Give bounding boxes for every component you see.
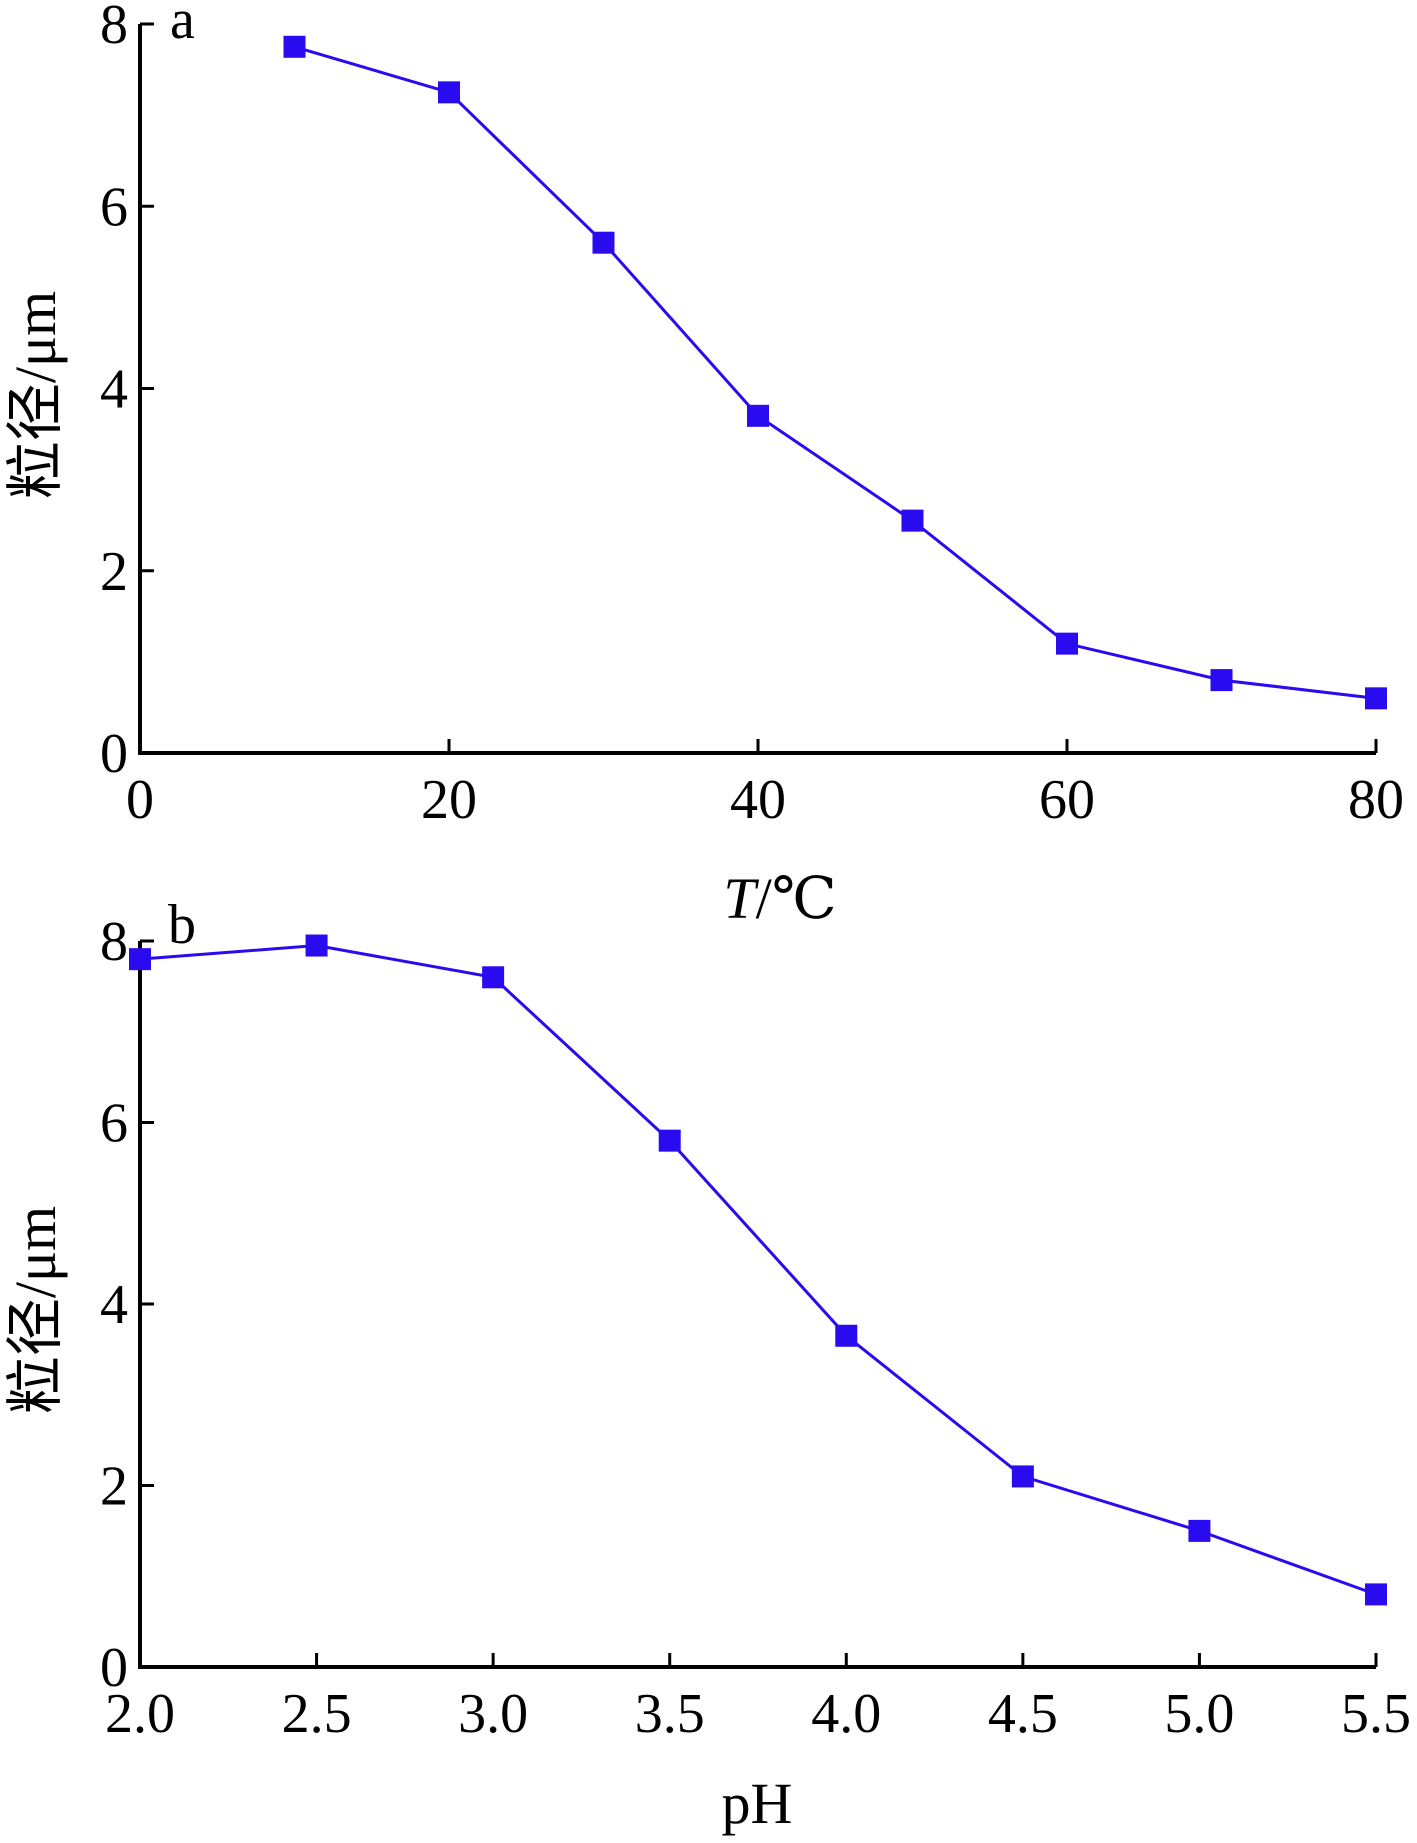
data-point-a	[747, 404, 769, 427]
x-tick-label-a: 60	[1039, 769, 1095, 831]
data-point-b	[835, 1324, 858, 1347]
chart-panel-b: b pH 粒径/μm 2.0 2.5 3.0 3.5 4.0 4.5 5.0 5.5 0 2 4 6 8	[3, 894, 1411, 1836]
data-point-b	[482, 966, 505, 989]
data-point-b	[305, 934, 328, 957]
y-tick-label-a: 4	[100, 359, 128, 421]
data-point-a	[1365, 687, 1387, 710]
series-line-b	[139, 944, 1377, 1596]
data-point-b	[1365, 1583, 1387, 1606]
x-tick-label-b: 2.0	[105, 1683, 175, 1745]
x-tick-label-b: 4.5	[988, 1683, 1058, 1745]
y-axis-title-b: 粒径/μm	[3, 1206, 68, 1414]
panel-label-a: a	[170, 0, 195, 51]
data-point-a	[1210, 669, 1233, 692]
data-point-b	[1011, 1465, 1034, 1488]
data-point-a	[438, 81, 460, 104]
data-point-a	[283, 35, 306, 58]
x-tick-label-b: 4.0	[811, 1683, 881, 1745]
y-tick-label-b: 2	[100, 1456, 128, 1518]
y-tick-label-a: 8	[100, 0, 128, 56]
chart-panel-a: a T/℃ 粒径/μm 0 20 40 60 80 0 2 4 6 8	[3, 0, 1404, 931]
series-line-a	[294, 45, 1377, 700]
x-tick-label-b: 3.5	[635, 1683, 705, 1745]
data-point-b	[658, 1129, 681, 1152]
y-tick-label-b: 4	[100, 1274, 128, 1336]
y-tick-label-a: 6	[100, 176, 128, 238]
x-axis-title-b: pH	[722, 1771, 793, 1836]
x-tick-label-a: 20	[421, 769, 477, 831]
y-axis-title-a: 粒径/μm	[3, 291, 68, 499]
x-axis-title-a: T/℃	[723, 866, 836, 931]
x-tick-label-b: 5.0	[1164, 1683, 1234, 1745]
x-tick-label-b: 2.5	[282, 1683, 352, 1745]
panel-label-b: b	[168, 894, 196, 956]
y-tick-label-b: 6	[100, 1093, 128, 1155]
y-tick-label-a: 0	[100, 723, 128, 785]
data-point-a	[1056, 632, 1078, 655]
x-tick-label-a: 40	[730, 769, 786, 831]
data-point-a	[901, 509, 924, 532]
data-point-b	[129, 948, 151, 971]
x-tick-label-b: 3.0	[458, 1683, 528, 1745]
y-tick-label-b: 8	[100, 911, 128, 973]
x-tick-label-b: 5.5	[1341, 1683, 1411, 1745]
y-tick-label-a: 2	[100, 541, 128, 603]
x-tick-label-a: 0	[126, 769, 154, 831]
y-tick-label-b: 0	[100, 1637, 128, 1699]
data-point-a	[592, 231, 615, 254]
data-point-b	[1188, 1519, 1211, 1542]
x-tick-label-a: 80	[1348, 769, 1404, 831]
